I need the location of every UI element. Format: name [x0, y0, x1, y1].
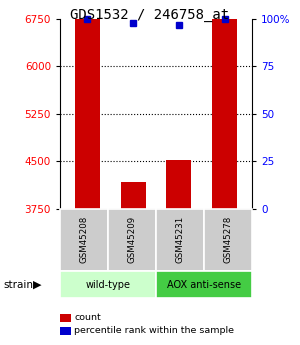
Text: AOX anti-sense: AOX anti-sense	[167, 280, 241, 289]
Text: wild-type: wild-type	[85, 280, 130, 289]
Text: GSM45209: GSM45209	[128, 216, 136, 263]
Text: GSM45231: GSM45231	[176, 216, 184, 263]
Text: GDS1532 / 246758_at: GDS1532 / 246758_at	[70, 8, 230, 22]
Text: strain: strain	[3, 280, 33, 289]
Bar	[212, 19, 237, 209]
Text: GSM45278: GSM45278	[224, 216, 232, 263]
Text: percentile rank within the sample: percentile rank within the sample	[74, 326, 234, 335]
Text: count: count	[74, 313, 101, 322]
Bar	[166, 160, 191, 209]
Bar	[121, 182, 146, 209]
Text: ▶: ▶	[33, 280, 42, 289]
Bar	[75, 19, 100, 209]
Text: GSM45208: GSM45208	[80, 216, 88, 263]
